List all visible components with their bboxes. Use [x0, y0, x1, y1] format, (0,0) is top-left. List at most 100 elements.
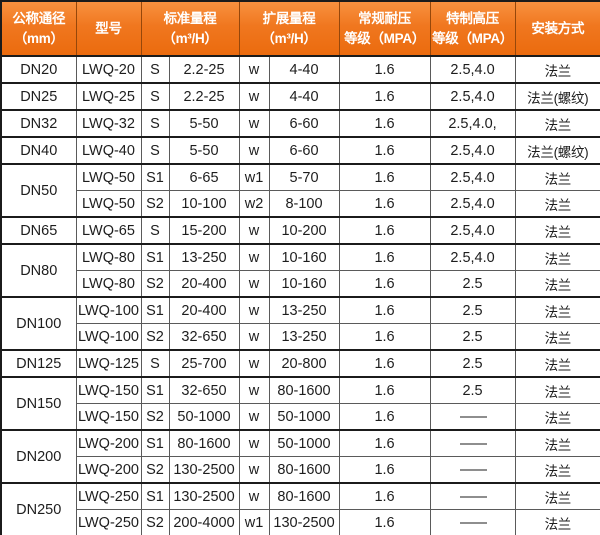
cell-extended-grade: w1: [238, 509, 270, 535]
cell-normal-pressure: 1.6: [338, 349, 431, 378]
table-row: DN25 LWQ-25 S 2.2-25 w 4-40 1.6 2.5,4.0 法兰(螺纹): [0, 82, 600, 111]
cell-standard-range: 15-200: [168, 216, 240, 245]
cell-model: LWQ-200: [75, 456, 142, 484]
cell-high-pressure: 2.5,4.0: [429, 136, 516, 165]
table-row: DN100 LWQ-100 S1 20-400 w 13-250 1.6 2.5 法兰: [0, 296, 600, 351]
cell-normal-pressure: 1.6: [338, 403, 431, 431]
cell-high-pressure: 2.5,4.0: [429, 216, 516, 245]
cell-install: 法兰(螺纹): [514, 82, 600, 111]
cell-model: LWQ-25: [75, 82, 142, 111]
cell-standard-grade: S: [140, 216, 170, 245]
cell-nominal-diameter: DN80: [0, 243, 77, 298]
cell-extended-grade: w: [238, 456, 270, 484]
cell-nominal-diameter: DN25: [0, 82, 77, 111]
cell-model: LWQ-80: [75, 270, 142, 298]
cell-normal-pressure: 1.6: [338, 482, 431, 510]
cell-model: LWQ-150: [75, 376, 142, 404]
table-row: LWQ-150 S2 50-1000 w 50-1000 1.6 —— 法兰: [1, 403, 600, 431]
cell-high-pressure: 2.5,4.0: [429, 55, 516, 84]
cell-high-pressure: ——: [429, 456, 516, 484]
cell-install: 法兰: [514, 109, 600, 138]
cell-standard-grade: S: [140, 136, 170, 165]
cell-extended-range: 4-40: [268, 82, 340, 111]
cell-standard-grade: S2: [140, 190, 170, 218]
table-row: DN65 LWQ-65 S 15-200 w 10-200 1.6 2.5,4.0 法兰: [0, 216, 600, 245]
cell-extended-grade: w: [238, 216, 270, 245]
cell-standard-range: 32-650: [168, 323, 240, 351]
cell-nominal-diameter: DN32: [0, 109, 77, 138]
table-row: LWQ-250 S2 200-4000 w1 130-2500 1.6 —— 法兰: [1, 509, 600, 535]
cell-extended-range: 4-40: [268, 55, 340, 84]
cell-normal-pressure: 1.6: [338, 429, 431, 457]
cell-standard-range: 20-400: [168, 296, 240, 324]
cell-standard-range: 13-250: [168, 243, 240, 271]
cell-install: 法兰: [514, 509, 600, 535]
cell-install: 法兰(螺纹): [514, 136, 600, 165]
table-row: LWQ-50 S2 10-100 w2 8-100 1.6 2.5,4.0 法兰: [1, 190, 600, 218]
cell-standard-grade: S1: [140, 296, 170, 324]
table-row: DN125 LWQ-125 S 25-700 w 20-800 1.6 2.5 法兰: [0, 349, 600, 378]
table-row: DN40 LWQ-40 S 5-50 w 6-60 1.6 2.5,4.0 法兰(螺纹): [0, 136, 600, 165]
cell-extended-grade: w: [238, 349, 270, 378]
cell-model: LWQ-100: [75, 296, 142, 324]
cell-nominal-diameter: DN65: [0, 216, 77, 245]
cell-model: LWQ-50: [75, 163, 142, 191]
cell-standard-grade: S: [140, 55, 170, 84]
cell-model: LWQ-65: [75, 216, 142, 245]
cell-extended-grade: w: [238, 136, 270, 165]
cell-standard-range: 25-700: [168, 349, 240, 378]
cell-install: 法兰: [514, 376, 600, 404]
cell-install: 法兰: [514, 349, 600, 378]
cell-extended-range: 20-800: [268, 349, 340, 378]
cell-standard-range: 130-2500: [168, 482, 240, 510]
cell-nominal-diameter: DN250: [0, 482, 77, 535]
cell-extended-grade: w: [238, 270, 270, 298]
cell-nominal-diameter: DN125: [0, 349, 77, 378]
cell-extended-range: 10-160: [268, 270, 340, 298]
cell-high-pressure: 2.5: [429, 349, 516, 378]
cell-install: 法兰: [514, 296, 600, 324]
table-row: LWQ-100 S2 32-650 w 13-250 1.6 2.5 法兰: [1, 323, 600, 351]
cell-extended-range: 6-60: [268, 109, 340, 138]
cell-install: 法兰: [514, 243, 600, 271]
cell-standard-grade: S: [140, 109, 170, 138]
cell-normal-pressure: 1.6: [338, 323, 431, 351]
cell-model: LWQ-100: [75, 323, 142, 351]
cell-extended-range: 50-1000: [268, 403, 340, 431]
cell-model: LWQ-200: [75, 429, 142, 457]
cell-extended-grade: w: [238, 296, 270, 324]
cell-normal-pressure: 1.6: [338, 216, 431, 245]
cell-install: 法兰: [514, 456, 600, 484]
header-normal-pressure: 常规耐压 等级（MPA）: [338, 0, 431, 57]
cell-high-pressure: 2.5,4.0: [429, 190, 516, 218]
cell-extended-grade: w: [238, 109, 270, 138]
cell-extended-range: 13-250: [268, 296, 340, 324]
cell-standard-range: 200-4000: [168, 509, 240, 535]
table-row: DN50 LWQ-50 S1 6-65 w1 5-70 1.6 2.5,4.0 法兰: [0, 163, 600, 218]
cell-standard-range: 80-1600: [168, 429, 240, 457]
cell-standard-grade: S1: [140, 482, 170, 510]
cell-extended-grade: w: [238, 243, 270, 271]
cell-model: LWQ-250: [75, 482, 142, 510]
header-model: 型号: [75, 0, 142, 57]
header-row: 公称通径 （mm） 型号 标准量程 （m³/H） 扩展量程 （m³/H） 常规耐…: [0, 0, 600, 57]
cell-install: 法兰: [514, 323, 600, 351]
cell-nominal-diameter: DN20: [0, 55, 77, 84]
cell-standard-grade: S2: [140, 509, 170, 535]
cell-extended-grade: w: [238, 55, 270, 84]
cell-nominal-diameter: DN50: [0, 163, 77, 218]
table-row: DN250 LWQ-250 S1 130-2500 w 80-1600 1.6 —— 法兰: [0, 482, 600, 535]
spec-table-body: DN20 LWQ-20 S 2.2-25 w 4-40 1.6 2.5,4.0 法兰 DN25 LW…: [0, 55, 600, 535]
cell-extended-grade: w2: [238, 190, 270, 218]
cell-standard-grade: S2: [140, 323, 170, 351]
cell-model: LWQ-32: [75, 109, 142, 138]
cell-extended-grade: w: [238, 323, 270, 351]
cell-normal-pressure: 1.6: [338, 270, 431, 298]
cell-standard-range: 2.2-25: [168, 82, 240, 111]
cell-model: LWQ-50: [75, 190, 142, 218]
cell-extended-grade: w: [238, 403, 270, 431]
cell-standard-grade: S: [140, 82, 170, 111]
cell-standard-range: 5-50: [168, 109, 240, 138]
cell-standard-grade: S: [140, 349, 170, 378]
cell-standard-range: 32-650: [168, 376, 240, 404]
